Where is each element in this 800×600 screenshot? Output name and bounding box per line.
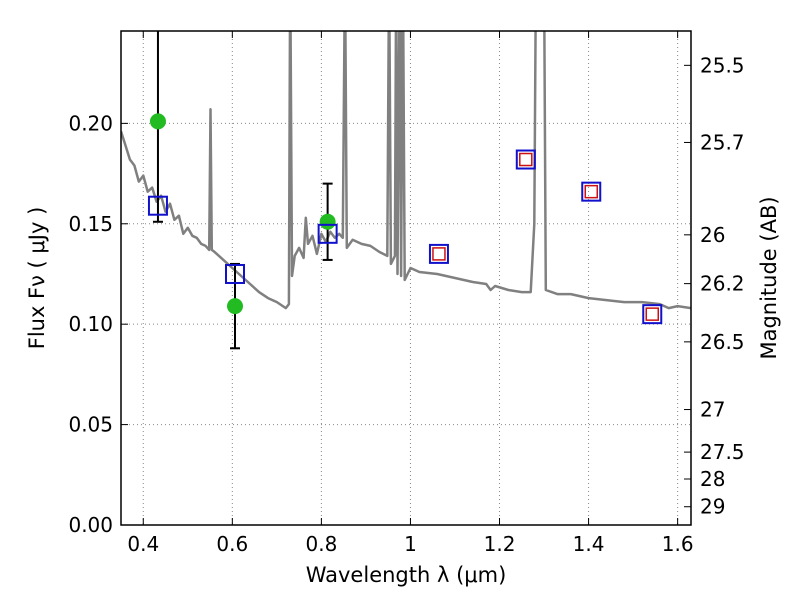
observed-flux-point [227,298,243,315]
y-right-tick-label: 29 [700,495,725,519]
x-tick-label: 0.8 [305,532,337,556]
y-right-tick-label: 26 [700,223,725,247]
y-tick-label: 0.05 [68,413,113,437]
model-flux-square [515,149,536,170]
model-flux-square [428,243,449,264]
x-tick-label: 0.4 [127,532,159,556]
model-flux-square [225,263,245,284]
inner-square-marker [519,152,533,167]
y-right-tick-label: 27.5 [700,440,745,464]
inner-square-marker [432,247,446,261]
y-right-tick-label: 25.7 [700,130,745,154]
y-right-tick-label: 26.5 [700,330,745,354]
x-axis-label: Wavelength λ (μm) [306,563,507,587]
model-spectrum-line [121,31,691,310]
x-tick-label: 0.6 [216,532,248,556]
x-tick-label: 1.6 [662,532,694,556]
y-right-tick-label: 27 [700,398,725,422]
x-tick-label: 1.4 [573,532,605,556]
observed-flux-point [319,213,336,230]
inner-square-marker [584,184,598,199]
y-right-tick-label: 26.2 [700,272,745,296]
model-flux-square [147,195,168,216]
observed-flux-point [149,113,166,130]
y-tick-label: 0.10 [68,312,113,336]
x-tick-label: 1.2 [484,532,516,556]
model-flux-square [642,304,663,325]
axis-ticks: 0.4 0.6 0.8 1 1.2 1.4 1.6 0.00 0.05 0.10 0.15 0.20 2… [68,31,745,556]
y-right-tick-label: 28 [700,467,725,491]
y-axis-right-label: Magnitude (AB) [757,196,781,359]
y-tick-label: 0.00 [68,513,113,537]
plot-area [121,31,691,350]
inner-square-marker [645,307,660,321]
y-axis-label: Flux Fν ( μJy ) [25,207,49,350]
y-right-tick-label: 25.5 [700,53,745,77]
plot-frame [120,30,692,526]
x-tick-label: 1 [404,532,417,556]
y-tick-label: 0.20 [68,111,113,135]
model-flux-square [317,223,338,244]
model-flux-square [581,181,602,202]
y-tick-label: 0.15 [68,212,113,236]
